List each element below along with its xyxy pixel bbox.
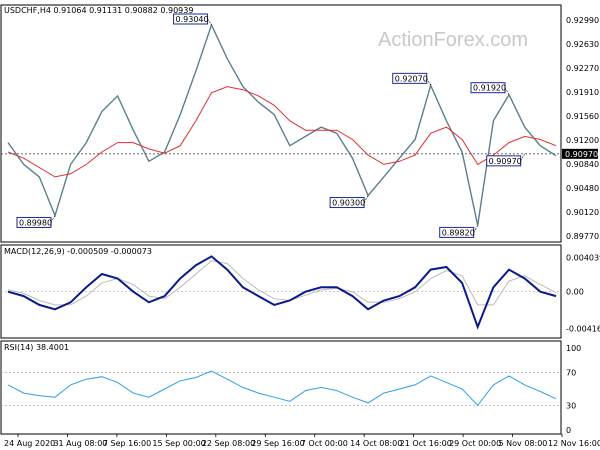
macd-y-ticks: 0.004039 0.00 -0.00416 <box>566 253 600 333</box>
macd-title: MACD(12,26,9) -0.000509 -0.000073 <box>4 247 152 256</box>
x-tick-label: 31 Aug 08:00 <box>53 439 107 448</box>
macd-tick-label: -0.00416 <box>566 325 600 334</box>
price-annotations: 0.89980 0.93040 0.90300 0.92070 0.89820 0.919… <box>16 13 525 238</box>
watermark: ActionForex.com <box>378 29 528 51</box>
annotation-leader <box>50 215 56 223</box>
annotation-label: 0.90970 <box>489 157 522 166</box>
annotation-leader <box>426 78 432 86</box>
annotation-label: 0.92070 <box>395 74 428 83</box>
x-tick-label: 29 Oct 00:00 <box>449 439 501 448</box>
price-title: USDCHF,H4 0.91064 0.91131 0.90882 0.9093… <box>4 6 193 15</box>
annotation-box <box>16 216 52 228</box>
macd-tick-label: 0.00 <box>566 288 584 297</box>
annotation-box <box>173 13 209 25</box>
x-tick-label: 29 Sep 16:00 <box>251 439 304 448</box>
price-tick-label: 0.89770 <box>566 232 599 241</box>
price-y-ticks: 0.92990 0.92630 0.92270 0.91910 0.91560 0.912… <box>566 16 599 241</box>
annotation-box <box>470 82 506 94</box>
price-tick-label: 0.92990 <box>566 16 599 25</box>
price-tick-label: 0.92630 <box>566 40 599 49</box>
price-series: 0.90970 <box>1 23 598 226</box>
rsi-tick-label: 100 <box>566 344 581 353</box>
annotation-leader <box>504 87 510 95</box>
price-tick-label: 0.91910 <box>566 88 599 97</box>
price-tick-label: 0.91560 <box>566 112 599 121</box>
rsi-tick-label: 30 <box>566 401 576 410</box>
macd-series <box>1 255 561 330</box>
annotation-leader <box>207 18 212 26</box>
annotation-label: 0.90300 <box>332 199 365 208</box>
rsi-line <box>7 370 557 407</box>
annotation-leader <box>473 225 478 233</box>
annotation-label: 0.91920 <box>473 84 506 93</box>
price-tick-label: 0.92270 <box>566 64 599 73</box>
x-tick-label: 5 Nov 08:00 <box>499 439 548 448</box>
annotation-label: 0.93040 <box>176 15 209 24</box>
x-tick-label: 24 Aug 2020 <box>4 439 55 448</box>
price-tick-label: 0.90120 <box>566 208 599 217</box>
annotation-label: 0.89820 <box>442 228 475 237</box>
macd-signal-line <box>7 260 557 306</box>
x-tick-label: 7 Sep 16:00 <box>103 439 151 448</box>
x-tick-label: 14 Oct 08:00 <box>350 439 402 448</box>
annotation-leader <box>363 195 369 203</box>
macd-tick-label: 0.004039 <box>566 253 600 262</box>
rsi-panel-frame <box>0 340 562 435</box>
rsi-tick-label: 0 <box>566 426 571 435</box>
x-tick-label: 12 Nov 16:00 <box>548 439 600 448</box>
annotation-box <box>439 226 475 238</box>
annotation-box <box>329 197 365 209</box>
macd-line <box>7 255 557 330</box>
x-tick-label: 7 Oct 00:00 <box>301 439 348 448</box>
annotation-leader <box>520 153 525 161</box>
x-tick-label: 15 Sep 00:00 <box>152 439 205 448</box>
price-tick-label: 0.91200 <box>566 136 599 145</box>
rsi-tick-label: 70 <box>566 369 576 378</box>
x-tick-label: 21 Oct 16:00 <box>400 439 452 448</box>
price-tick-label: 0.90840 <box>566 160 599 169</box>
price-panel-frame <box>0 4 562 243</box>
moving-average-line <box>7 86 557 178</box>
price-line <box>7 23 557 226</box>
annotation-box <box>486 155 522 167</box>
x-tick-label: 22 Sep 08:00 <box>202 439 255 448</box>
annotation-label: 0.89980 <box>19 218 52 227</box>
rsi-title: RSI(14) 38.4001 <box>4 343 69 352</box>
current-price-label: 0.90970 <box>565 150 598 159</box>
price-tick-label: 0.90480 <box>566 184 599 193</box>
current-price-marker <box>562 148 598 159</box>
rsi-series <box>1 370 561 407</box>
annotation-box <box>392 72 428 84</box>
rsi-y-ticks: 100 70 30 0 <box>566 344 581 435</box>
